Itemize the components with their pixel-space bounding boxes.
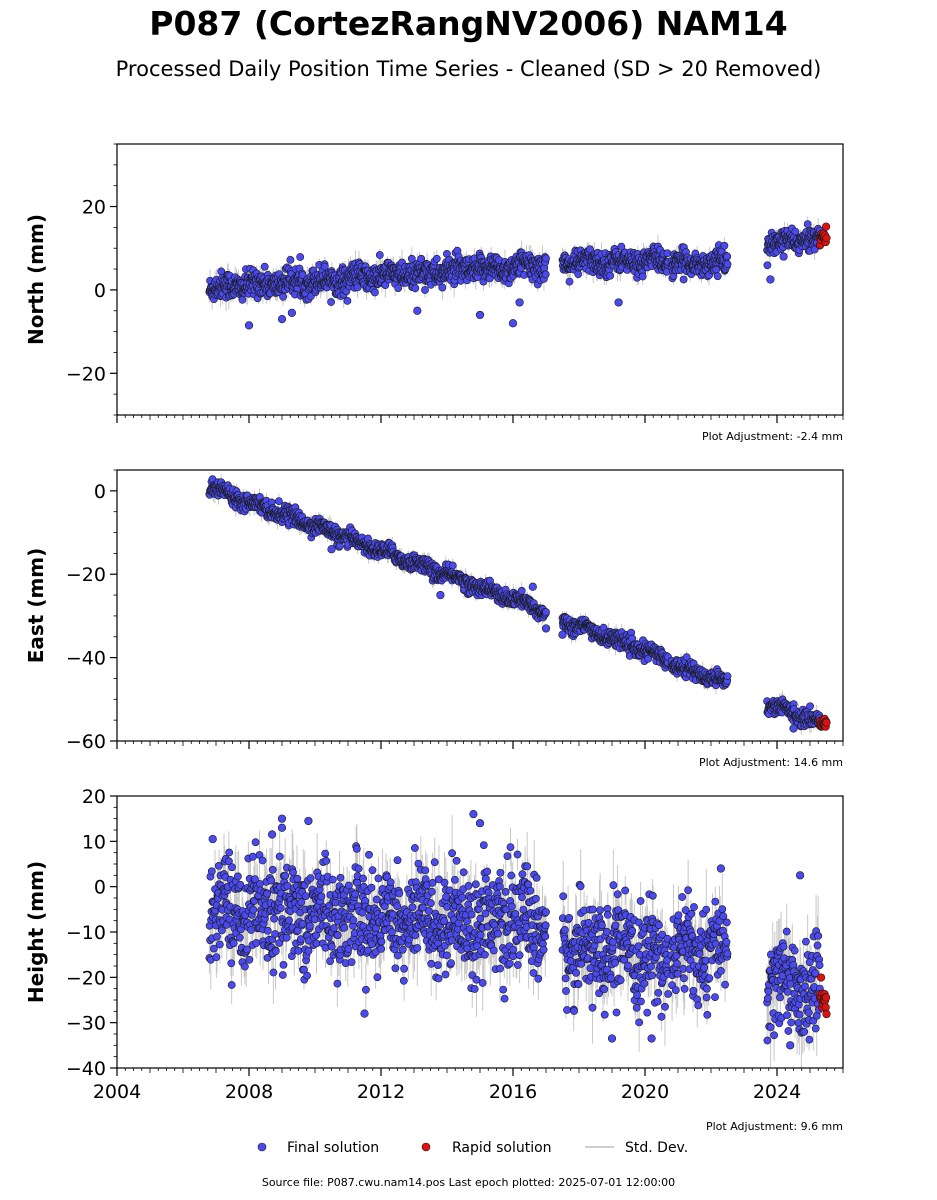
x-ticks xyxy=(116,415,844,423)
final-solution-points xyxy=(205,220,824,330)
plot-adjustment-note: Plot Adjustment: -2.4 mm xyxy=(702,430,843,443)
final-point xyxy=(327,298,335,306)
final-point xyxy=(274,497,283,505)
final-point xyxy=(296,253,305,261)
final-point-outlier xyxy=(528,582,537,591)
final-point xyxy=(238,295,247,304)
final-point xyxy=(542,608,550,616)
final-point xyxy=(791,227,800,236)
final-point xyxy=(723,260,732,269)
final-point xyxy=(279,292,287,301)
final-solution-points xyxy=(205,475,824,733)
final-point xyxy=(438,283,447,292)
final-point-outlier xyxy=(789,724,798,733)
final-point xyxy=(343,296,352,305)
final-point xyxy=(411,284,420,293)
final-point-outlier xyxy=(508,319,518,328)
plot-area xyxy=(205,216,831,330)
final-point xyxy=(682,653,691,661)
final-point-outlier xyxy=(766,275,775,284)
final-point xyxy=(381,281,390,289)
final-point xyxy=(542,254,550,263)
final-point xyxy=(713,272,722,281)
final-point-outlier xyxy=(515,298,524,307)
final-point xyxy=(432,254,441,263)
axes-frame xyxy=(116,469,844,742)
final-point-outlier xyxy=(558,630,567,639)
final-point xyxy=(574,270,583,278)
final-point-outlier xyxy=(327,545,336,554)
final-point xyxy=(663,249,672,258)
final-point-outlier xyxy=(614,298,623,307)
final-point xyxy=(723,252,732,261)
final-point-outlier xyxy=(277,315,287,324)
rapid-solution-points xyxy=(815,714,831,731)
final-point xyxy=(723,672,732,680)
final-point xyxy=(286,255,295,264)
final-point xyxy=(394,284,403,292)
final-point xyxy=(517,586,526,595)
final-point xyxy=(806,702,814,711)
final-point xyxy=(421,286,429,294)
final-point-outlier xyxy=(244,321,254,330)
final-point xyxy=(565,277,574,286)
final-point xyxy=(370,288,379,297)
rapid-point xyxy=(822,718,831,727)
final-point xyxy=(320,262,329,271)
final-point xyxy=(644,654,653,663)
chart-title: P087 (CortezRangNV2006) NAM14 xyxy=(149,4,788,43)
final-point xyxy=(638,272,647,281)
final-point xyxy=(448,561,457,570)
final-point xyxy=(353,283,362,292)
final-point xyxy=(720,241,729,250)
final-point xyxy=(260,262,269,271)
final-point xyxy=(810,245,819,254)
final-point xyxy=(803,220,812,228)
y-ticks xyxy=(110,143,117,416)
final-point xyxy=(586,245,594,254)
x-ticks xyxy=(116,741,844,749)
final-point xyxy=(407,254,416,263)
y-tick-label: −20 xyxy=(66,363,106,385)
rapid-solution-points xyxy=(815,222,831,250)
final-point xyxy=(763,261,772,270)
final-point xyxy=(617,242,626,251)
final-point xyxy=(606,271,615,280)
final-point xyxy=(417,254,426,263)
final-point-outlier xyxy=(436,590,445,600)
final-point xyxy=(679,275,688,284)
plot-area xyxy=(205,474,831,735)
final-point-outlier xyxy=(779,252,788,261)
y-tick-label: 20 xyxy=(82,197,106,219)
panel-north: −20 0 20 North (mm) Plot Adjustment: -2.4 mm xyxy=(24,143,844,443)
final-point xyxy=(541,270,550,279)
y-tick-label: 0 xyxy=(94,280,106,302)
final-point xyxy=(375,251,384,259)
rapid-point xyxy=(822,233,831,243)
chart-subtitle: Processed Daily Position Time Series - C… xyxy=(115,57,822,81)
final-point-outlier xyxy=(287,308,297,317)
final-point-outlier xyxy=(475,310,485,320)
rapid-point xyxy=(822,222,831,231)
final-point-outlier xyxy=(541,624,551,633)
final-point-outlier xyxy=(413,306,422,315)
y-axis-label: North (mm) xyxy=(24,214,48,345)
